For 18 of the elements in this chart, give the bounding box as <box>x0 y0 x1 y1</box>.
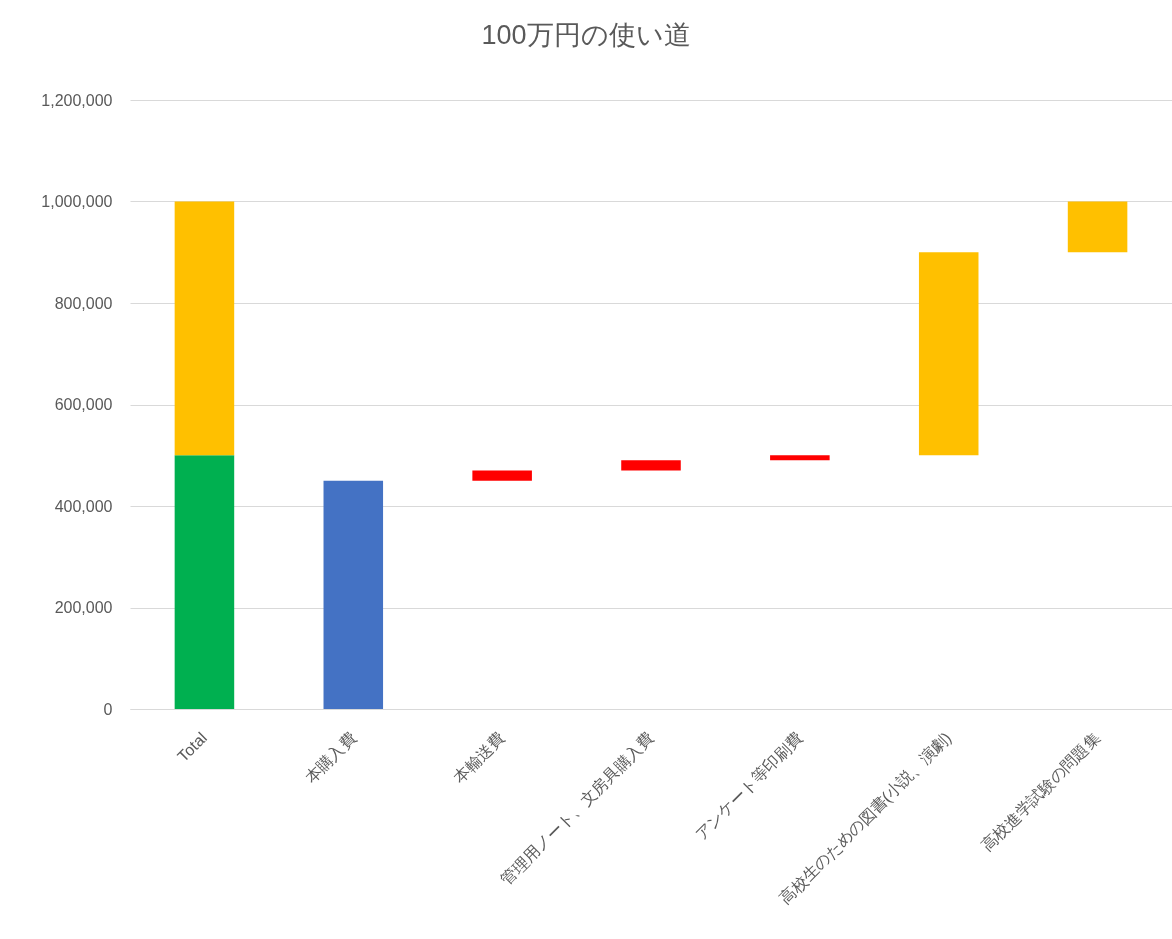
y-tick-label: 400,000 <box>54 497 113 515</box>
bar <box>621 460 681 471</box>
y-tick-label: 1,200,000 <box>41 91 113 109</box>
x-tick-label: 高校進学試験の問題集 <box>978 729 1104 855</box>
x-tick-label: 本購入費 <box>301 729 359 787</box>
bar <box>323 480 384 709</box>
bar <box>770 455 830 461</box>
bar <box>174 455 235 709</box>
x-tick-label: 本輸送費 <box>450 729 508 787</box>
bar <box>472 470 532 481</box>
bar <box>174 201 235 456</box>
y-tick-label: 0 <box>103 700 113 718</box>
y-tick-label: 1,000,000 <box>41 193 113 210</box>
y-tick-label: 800,000 <box>54 294 113 312</box>
y-tick-label: 200,000 <box>54 599 113 616</box>
chart-title: 100万円の使い道 <box>481 20 691 50</box>
y-tick-label: 600,000 <box>54 396 113 413</box>
x-tick-label: アンケート等印刷費 <box>691 729 806 843</box>
